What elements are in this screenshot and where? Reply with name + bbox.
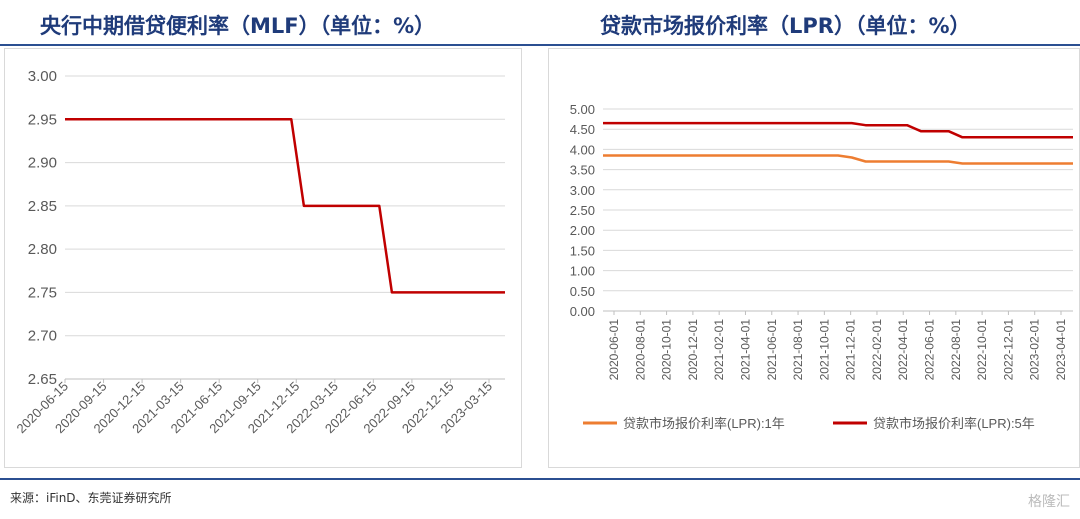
lpr-chart-panel: 5.00 4.50 4.00 3.50 3.00 2.50 2.00 1.50 1.00 0.50…	[548, 48, 1080, 468]
x-tick-label: 2022-12-01	[1001, 319, 1015, 381]
y-tick-label: 1.00	[570, 264, 595, 279]
y-tick-label: 0.00	[570, 304, 595, 319]
y-tick-label: 2.50	[570, 203, 595, 218]
y-tick-label: 2.00	[570, 223, 595, 238]
series-line-1	[65, 118, 505, 294]
x-tick-label: 2021-02-01	[712, 319, 726, 381]
y-tick-label: 2.70	[28, 328, 57, 345]
y-tick-label: 4.00	[570, 142, 595, 157]
x-tick-label: 2020-08-01	[633, 319, 647, 381]
x-tick-label: 2021-06-01	[765, 319, 779, 381]
x-tick-label: 2022-02-01	[870, 319, 884, 381]
y-tick-label: 4.50	[570, 122, 595, 137]
y-tick-label: 5.00	[570, 102, 595, 117]
x-tick-label: 2021-08-01	[791, 319, 805, 381]
footer-rule	[0, 478, 1080, 480]
y-tick-label: 0.50	[570, 284, 595, 299]
lpr-chart-title: 贷款市场报价利率（LPR）（单位：%）	[600, 14, 971, 38]
mlf-chart-panel: 3.00 2.95 2.90 2.85 2.80 2.75 2.70 2.65 2020-06-…	[4, 48, 522, 468]
x-tick-label: 2020-06-01	[607, 319, 621, 381]
x-tick-label: 2020-12-01	[686, 319, 700, 381]
series-line-1	[603, 154, 1073, 165]
series-line-2	[603, 121, 1073, 139]
y-tick-label: 2.95	[28, 111, 57, 128]
x-tick-label: 2023-04-01	[1054, 319, 1068, 381]
x-tick-label: 2022-04-01	[896, 319, 910, 381]
x-tick-label: 2023-02-01	[1028, 319, 1042, 381]
y-tick-label: 2.75	[28, 284, 57, 301]
y-tick-label: 3.00	[570, 183, 595, 198]
y-tick-label: 3.00	[28, 68, 57, 85]
y-tick-label: 1.50	[570, 243, 595, 258]
legend-label-2: 贷款市场报价利率(LPR):5年	[873, 416, 1035, 431]
x-tick-label: 2021-04-01	[738, 319, 752, 381]
x-tick-label: 2022-08-01	[949, 319, 963, 381]
y-tick-label: 2.80	[28, 241, 57, 258]
header-rule	[0, 44, 1080, 46]
x-tick-label: 2021-10-01	[817, 319, 831, 381]
x-tick-label: 2022-06-01	[923, 319, 937, 381]
x-tick-label: 2021-12-01	[844, 319, 858, 381]
lpr-line-chart: 5.00 4.50 4.00 3.50 3.00 2.50 2.00 1.50 1.00 0.50…	[570, 102, 1073, 431]
source-note: 来源：iFinD、东莞证券研究所	[10, 491, 172, 505]
mlf-chart-title: 央行中期借贷便利率（MLF）（单位：%）	[40, 14, 436, 38]
y-tick-label: 2.65	[28, 371, 57, 388]
mlf-line-chart: 3.002.952.902.852.802.752.702.652020-06-…	[13, 68, 505, 436]
y-tick-label: 2.90	[28, 155, 57, 172]
x-tick-label: 2020-10-01	[660, 319, 674, 381]
y-tick-label: 3.50	[570, 163, 595, 178]
legend-label-1: 贷款市场报价利率(LPR):1年	[623, 416, 785, 431]
watermark-logo: 格隆汇	[1028, 494, 1070, 510]
x-tick-label: 2022-10-01	[975, 319, 989, 381]
y-tick-label: 2.85	[28, 198, 57, 215]
